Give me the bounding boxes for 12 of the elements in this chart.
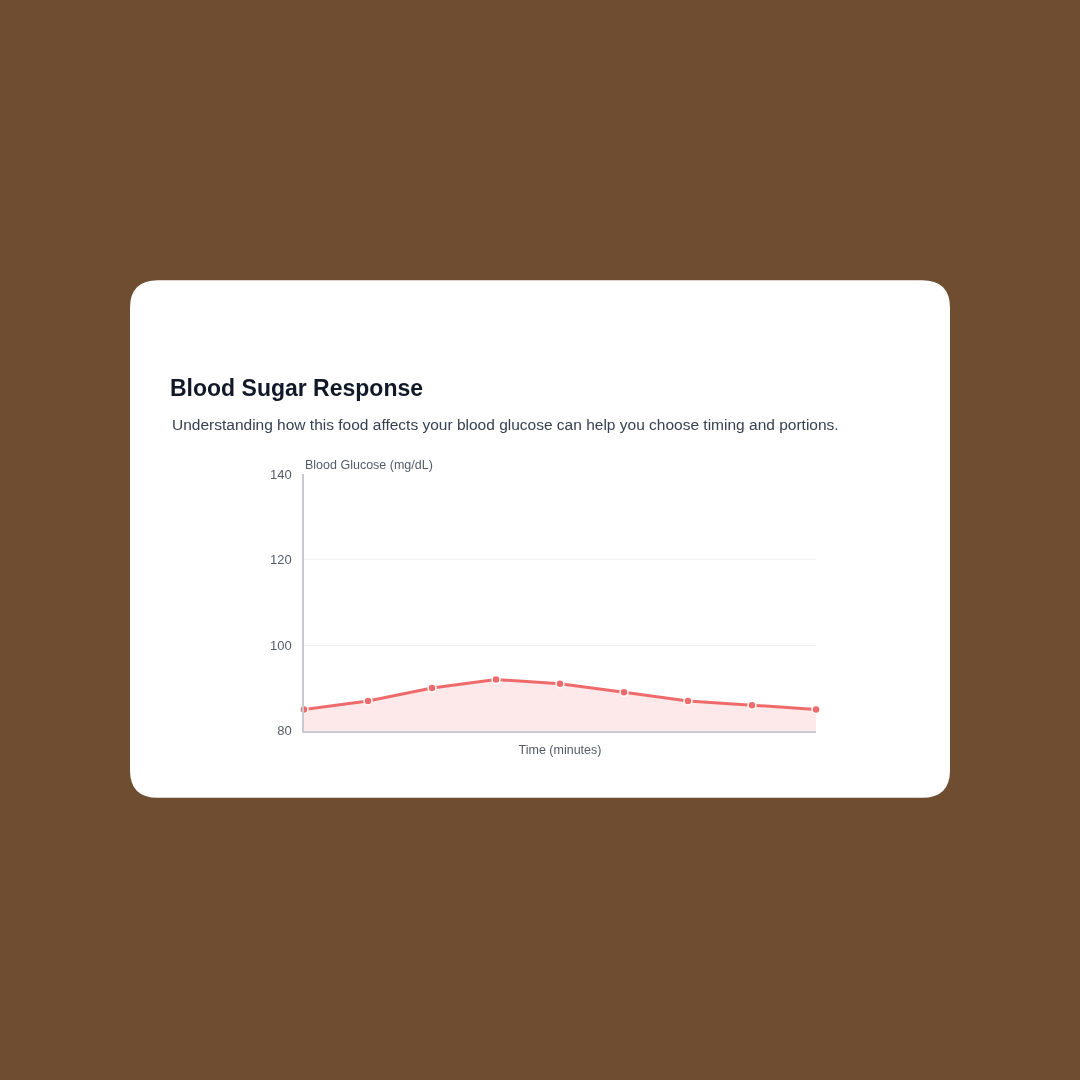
point <box>683 696 693 706</box>
y-tick-label: 100 <box>269 637 292 653</box>
y-axis-title: Blood Glucose (mg/dL) <box>305 458 433 472</box>
x-axis-title: Time (minutes) <box>518 743 602 758</box>
y-tick-label: 80 <box>277 723 292 739</box>
y-tick-label: 140 <box>269 466 292 482</box>
point <box>555 679 565 689</box>
chart-subtitle: Understanding how this food affects your blood glucose can help you choose timing and portions. <box>172 416 839 433</box>
y-tick-label: 120 <box>269 552 292 568</box>
chart-title: Blood Sugar Response <box>170 375 424 402</box>
point <box>427 683 437 693</box>
point <box>363 696 373 706</box>
